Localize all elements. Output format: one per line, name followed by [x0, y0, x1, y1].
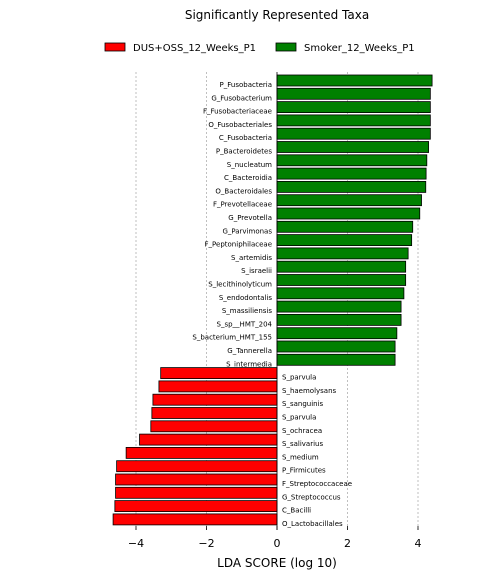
- taxon-label: P_Firmicutes: [282, 467, 326, 475]
- taxon-label: P_Fusobacteria: [220, 81, 272, 89]
- taxon-label: S_sanguinis: [282, 400, 324, 408]
- taxon-label: S_lecithinolyticum: [208, 281, 272, 289]
- bar-g_prevotella: [276, 207, 421, 220]
- taxon-label: S_intermedia: [226, 360, 272, 368]
- taxon-label: F_Streptococcaceae: [282, 480, 352, 488]
- bar-f_streptococcaceae: [115, 473, 278, 486]
- bar-s_nucleatum: [276, 154, 428, 167]
- taxon-label: S_bacterium_HMT_155: [192, 334, 272, 342]
- bar-o_lactobacillales: [112, 513, 278, 526]
- bar-s_massiliensis: [276, 300, 402, 313]
- legend-swatch: [104, 42, 126, 52]
- bar-f_peptoniphilaceae: [276, 234, 413, 247]
- taxon-label: S_parvula: [282, 374, 316, 382]
- bar-f_fusobacteriaceae: [276, 101, 431, 113]
- taxon-label: C_Fusobacteria: [219, 134, 272, 142]
- bar-s_sp__hmt_204: [276, 313, 402, 326]
- bar-c_fusobacteria: [276, 127, 431, 140]
- bar-o_fusobacteriales: [276, 114, 431, 127]
- legend-label: DUS+OSS_12_Weeks_P1: [133, 43, 256, 54]
- taxon-label: S_haemolysans: [282, 387, 337, 395]
- bar-p_fusobacteria: [276, 74, 433, 87]
- taxon-labels: P_Fusobacteria G_Fusobacterium F_Fusobacte…: [192, 81, 352, 528]
- taxon-label: S_nucleatum: [227, 161, 272, 169]
- bar-p_bacteroidetes: [276, 141, 429, 153]
- bar-s_intermedia: [276, 353, 396, 366]
- bar-p_firmicutes: [116, 460, 278, 473]
- x-tick-label: −4: [128, 537, 144, 550]
- bar-o_bacteroidales: [276, 180, 427, 193]
- taxon-label: S_salivarius: [282, 440, 323, 448]
- bar-s_parvula: [160, 367, 278, 380]
- bars: [112, 74, 433, 526]
- taxon-label: S_ochracea: [282, 427, 322, 435]
- x-tick-label: −2: [198, 537, 214, 550]
- taxon-label: F_Prevotellaceae: [213, 201, 272, 209]
- bar-s_israelii: [276, 260, 407, 273]
- bar-s_lecithinolyticum: [276, 274, 407, 286]
- taxon-label: F_Fusobacteriaceae: [203, 108, 272, 116]
- taxon-label: G_Prevotella: [228, 214, 272, 222]
- taxon-label: C_Bacilli: [282, 507, 311, 515]
- bar-s_ochracea: [150, 420, 278, 433]
- taxon-label: S_sp__HMT_204: [217, 320, 273, 328]
- bar-g_tannerella: [276, 340, 396, 353]
- bar-g_fusobacterium: [276, 87, 431, 100]
- legend-label: Smoker_12_Weeks_P1: [304, 43, 415, 54]
- bar-f_prevotellaceae: [276, 194, 422, 207]
- taxon-label: S_endodontalis: [219, 294, 272, 302]
- bar-s_sanguinis: [152, 393, 278, 406]
- taxon-label: O_Bacteroidales: [215, 187, 272, 195]
- taxon-label: O_Fusobacteriales: [208, 121, 272, 129]
- taxon-label: S_medium: [282, 453, 319, 461]
- taxon-label: S_massiliensis: [222, 307, 273, 315]
- taxon-label: G_Tannerella: [227, 347, 272, 355]
- taxon-label: F_Peptoniphilaceae: [205, 241, 272, 249]
- bar-s_salivarius: [139, 433, 278, 446]
- bar-s_medium: [125, 446, 278, 459]
- taxon-label: G_Fusobacterium: [211, 94, 272, 102]
- taxon-label: C_Bacteroidia: [224, 174, 272, 182]
- legend-swatch: [275, 42, 297, 52]
- x-axis: −4 −2 0 2 4: [128, 72, 422, 550]
- x-axis-label: LDA SCORE (log 10): [217, 556, 337, 570]
- legend: DUS+OSS_12_Weeks_P1 Smoker_12_Weeks_P1: [104, 42, 415, 54]
- taxon-label: S_israelii: [241, 267, 272, 275]
- bar-g_parvimonas: [276, 220, 414, 233]
- bar-s_artemidis: [276, 247, 409, 260]
- bar-s_haemolysans: [158, 380, 278, 393]
- x-tick-label: 2: [344, 537, 351, 550]
- bar-g_streptococcus: [115, 486, 278, 499]
- taxon-label: G_Streptococcus: [282, 493, 341, 501]
- taxon-label: O_Lactobacillales: [282, 520, 343, 528]
- bar-c_bacilli: [114, 500, 278, 513]
- taxon-label: S_artemidis: [231, 254, 272, 262]
- taxon-label: G_Parvimonas: [222, 227, 272, 235]
- bar-s_endodontalis: [276, 287, 405, 300]
- chart-title: Significantly Represented Taxa: [185, 8, 369, 22]
- taxon-label: P_Bacteroidetes: [216, 148, 272, 156]
- taxon-label: S_parvula: [282, 414, 316, 422]
- bar-c_bacteroidia: [276, 167, 427, 180]
- bar-s_bacterium_hmt_155: [276, 327, 398, 340]
- bar-s_parvula: [151, 407, 278, 419]
- x-tick-label: 0: [274, 537, 281, 550]
- x-tick-label: 4: [415, 537, 422, 550]
